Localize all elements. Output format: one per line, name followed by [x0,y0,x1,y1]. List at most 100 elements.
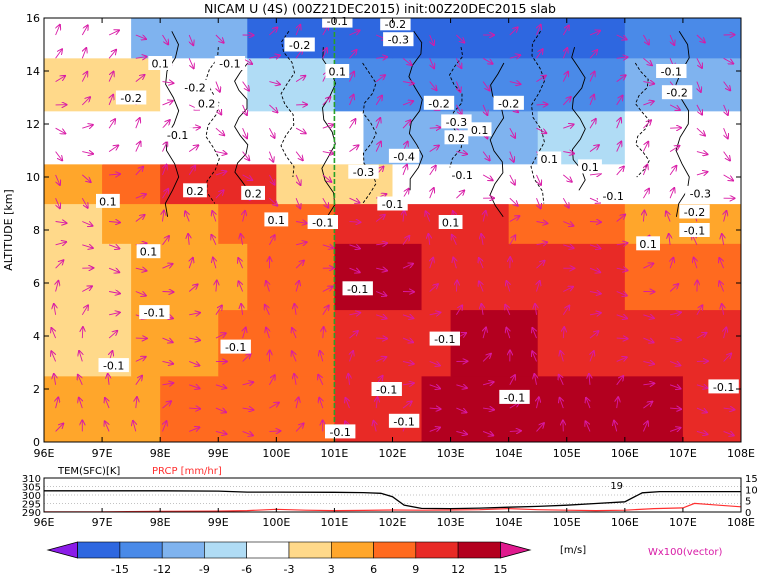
field-cell [624,18,741,59]
wind-vector [322,174,332,182]
wind-vector [215,333,226,339]
wind-vector [590,95,594,106]
wind-vector [429,81,437,91]
field-cell [450,309,539,377]
surface-left-tick-label: 290 [22,508,41,519]
wind-vector [82,174,90,182]
field-cell [537,309,741,377]
wind-vector [82,48,86,59]
wind-vector [375,75,385,82]
wind-vector [429,361,440,365]
wind-vector [350,95,354,106]
x-tick-label: 104E [495,447,523,460]
contour-label: 0.1 [99,195,117,208]
legend-prcp: PRCP [mm/hr] [152,466,222,477]
wind-vector [215,408,226,412]
wind-vector [163,421,167,432]
wind-vector [55,76,66,82]
wind-vector [350,351,354,362]
wind-vector [563,124,573,128]
wind-vector [162,34,169,44]
wind-vector [374,421,377,432]
wind-vector [589,331,599,339]
wind-vector [242,354,251,362]
wind-vector [537,198,541,208]
wind-vector [616,34,627,40]
contour-label: 0.2 [448,132,466,145]
wind-vector [269,127,274,138]
contour-label-bg [388,148,420,163]
wind-vector [534,374,536,385]
wind-vector [215,385,227,388]
wind-vector [109,95,113,106]
wind-vector [375,96,382,106]
wind-vector [589,292,601,294]
contour-label: -0.1 [327,15,348,28]
wind-vector [560,398,564,409]
colorbar-swatch [415,541,459,559]
surface-x-tick-label: 101E [320,516,348,529]
wind-vector [616,243,628,245]
colorbar-swatch [330,541,374,559]
wind-vector [696,408,707,412]
wind-vectors [51,25,734,436]
contour-label-bg [578,159,602,174]
wind-vector [188,58,194,68]
wind-vector [82,327,83,339]
wind-vector [455,58,461,68]
wind-vector [696,58,702,68]
surface-x-tick-label: 103E [437,516,465,529]
wind-vector [456,305,462,316]
wind-vector [402,338,413,342]
contour-label: -0.1 [219,58,240,71]
wind-vector [211,235,217,245]
wind-vector [213,258,216,269]
wind-vector [616,142,622,152]
wind-vector [670,258,673,269]
wind-vector [562,197,569,208]
field-cell [334,243,423,311]
temperature-line [44,490,741,510]
wind-vector [135,75,145,82]
wind-vector [292,351,296,362]
wind-vector [81,305,88,316]
wind-vector [108,50,116,59]
colorbar-swatch [46,541,78,559]
wind-vector [643,57,652,65]
wind-vector [265,305,270,315]
colorbar-tick-label: -12 [153,563,171,575]
field-cell [44,18,132,59]
wind-vector [189,361,199,365]
field-cell [624,110,741,165]
contour-label-bg [423,95,455,110]
colorbar-tick-label: -6 [241,563,252,575]
wind-vector [616,75,626,82]
wind-vector [135,357,146,362]
wind-vector [643,361,654,364]
wind-vector [109,174,120,175]
wind-vector [349,331,358,339]
wind-vector [669,284,678,292]
contour-label: -0.1 [434,333,455,346]
wind-vector [724,211,727,222]
colorbar-swatch [457,541,501,559]
wind-vector [429,284,438,292]
wind-vector [509,55,521,58]
contour-label-bg [136,244,161,259]
surface-x-tick-label: 107E [669,516,697,529]
wind-vector [266,281,269,292]
contour-label-bg [499,389,530,404]
wind-vector [402,383,414,385]
wind-vector [185,211,189,222]
wind-vector [135,167,143,176]
wind-vector [616,376,624,386]
colorbar-swatches [46,541,532,559]
y-tick-label: 14 [26,65,40,78]
colorbar: -15 -12 -9 -6 -3 3 6 9 12 15 [m/s] Wx100(vector) [46,541,723,575]
wind-vector [589,268,600,272]
wind-vector [215,171,226,175]
wind-vector [724,128,728,138]
wind-vector [322,197,329,208]
contour-label-bg [241,185,265,200]
